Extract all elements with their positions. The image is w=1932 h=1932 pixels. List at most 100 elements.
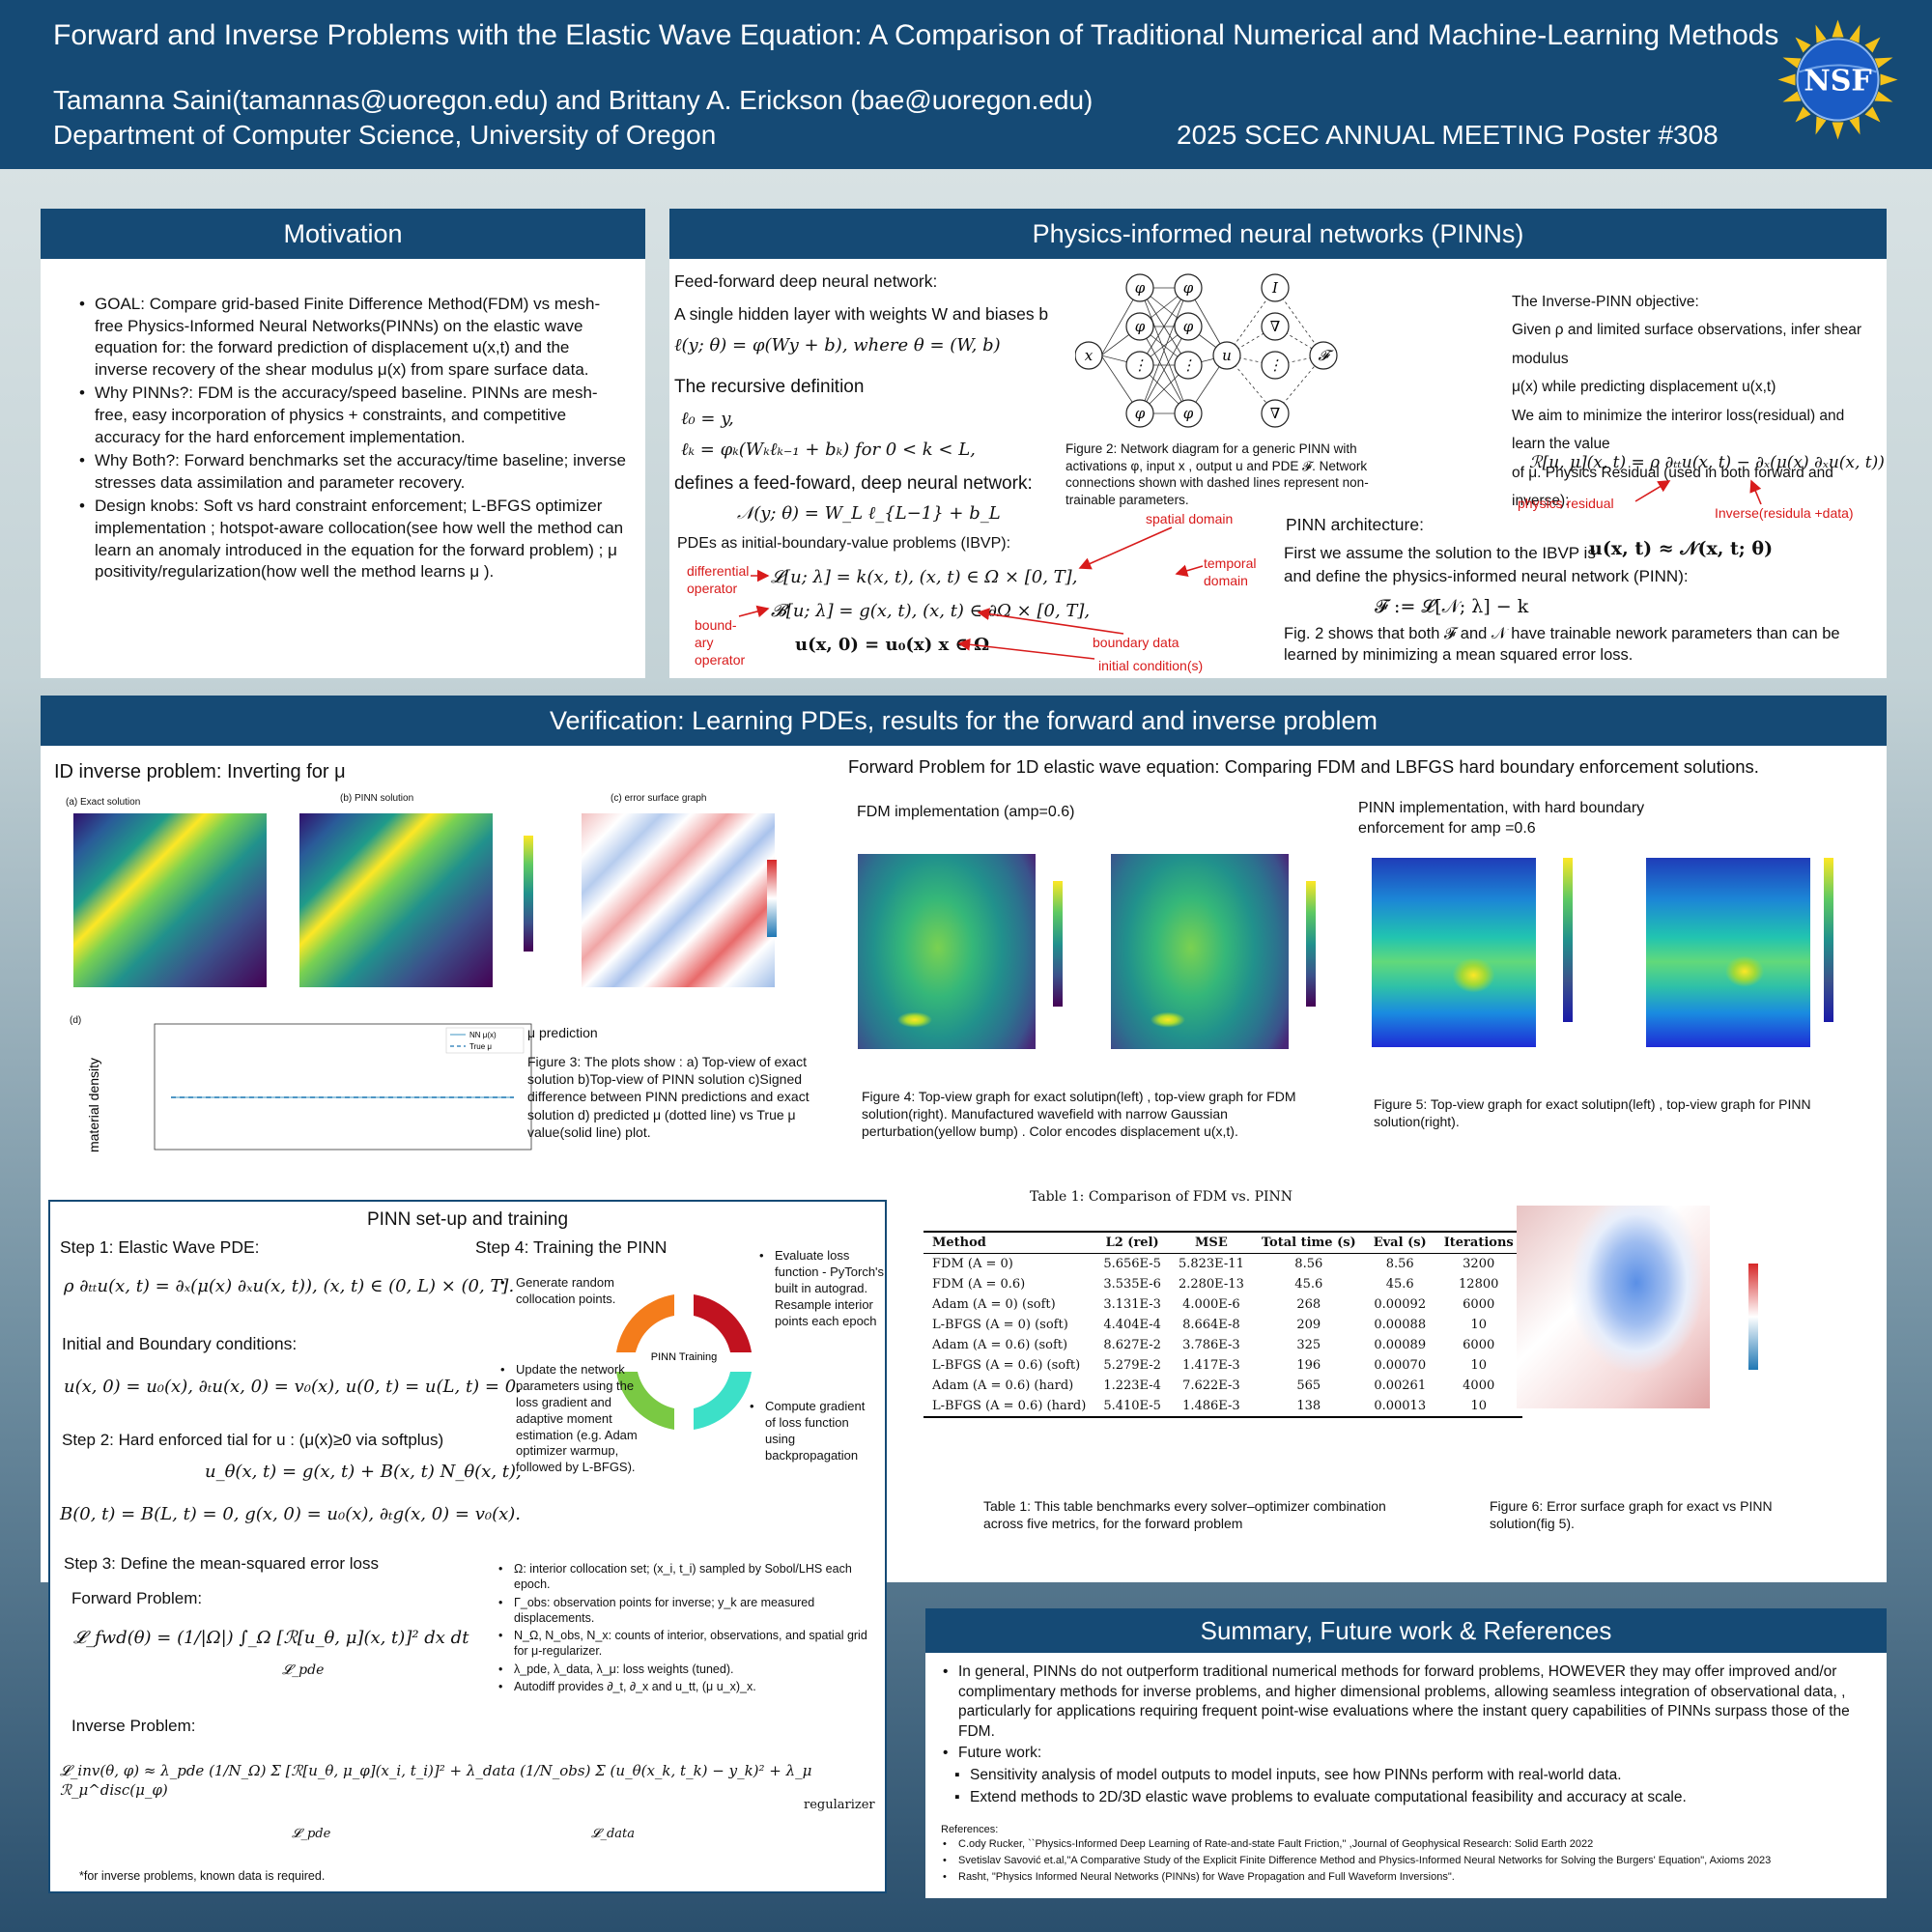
table-header-cell: Total time (s) xyxy=(1261,1236,1356,1250)
arch-assume: First we assume the solution to the IBVP… xyxy=(1284,544,1596,562)
table-cell: 1.223E-4 xyxy=(1103,1378,1161,1393)
pinn-exact-heatmap xyxy=(1372,858,1536,1047)
table-cell: 10 xyxy=(1470,1399,1487,1413)
step4: Step 4: Training the PINN xyxy=(475,1237,668,1257)
training-footnote: *for inverse problems, known data is req… xyxy=(79,1869,326,1883)
node-phi: φ xyxy=(1135,405,1146,422)
table-header-cell: MSE xyxy=(1195,1236,1228,1250)
sub-a-label: (a) Exact solution xyxy=(66,797,141,808)
inverse-title: ID inverse problem: Inverting for μ xyxy=(54,761,346,782)
eq-inv-under-pde: 𝓛_pde xyxy=(292,1827,331,1841)
eq-l0: ℓ₀ = y, xyxy=(681,409,734,429)
ibvp-heading: PDEs as initial-boundary-value problems … xyxy=(677,535,1011,552)
table-cell: 7.622E-3 xyxy=(1182,1378,1240,1393)
table-cell: 5.656E-5 xyxy=(1103,1257,1161,1271)
poster-department: Department of Computer Science, Universi… xyxy=(53,120,717,150)
error-colorbar xyxy=(767,860,777,937)
motivation-item: Why PINNs?: FDM is the accuracy/speed ba… xyxy=(77,383,626,448)
fdm-exact-heatmap xyxy=(858,854,1036,1049)
table-cell: 12800 xyxy=(1459,1277,1499,1292)
error-surface-heatmap xyxy=(582,813,775,987)
table-cell: 8.56 xyxy=(1385,1257,1414,1271)
table-row: Adam (A = 0.6) (soft) 8.627E-2 3.786E-3 325… xyxy=(923,1335,1522,1355)
table-header-row: Method L2 (rel) MSE Total time (s) Eval (s) I… xyxy=(923,1232,1522,1254)
cycle-item-evaluate: Evaluate loss function - PyTorch's built… xyxy=(757,1248,887,1331)
table-cell: 10 xyxy=(1470,1358,1487,1373)
mu-prediction-label: μ prediction xyxy=(527,1025,598,1040)
error-surface-fig6 xyxy=(1517,1206,1710,1408)
table-cell: 3.786E-3 xyxy=(1182,1338,1240,1352)
inverse-objective: The Inverse-PINN objective: Given ρ and … xyxy=(1512,294,1862,510)
arch-define: and define the physics-informed neural n… xyxy=(1284,567,1689,585)
eq-u0: u(x, 0) = u₀(x) x ∈ Ω xyxy=(795,635,990,655)
summary-body: In general, PINNs do not outperform trad… xyxy=(941,1662,1873,1809)
ann-init: initial condition(s) xyxy=(1098,658,1204,673)
ann-differential: differential operator xyxy=(687,563,750,597)
pinns-title: Physics-informed neural networks (PINNs) xyxy=(669,209,1887,259)
table-cell: 0.00088 xyxy=(1374,1318,1427,1332)
table-cell: 325 xyxy=(1296,1338,1321,1352)
mu-prediction-plot: NN μ(x) True μ material density xyxy=(86,1023,532,1152)
step2: Step 2: Hard enforced tial for u : (μ(x)… xyxy=(62,1431,444,1449)
forward-title: Forward Problem for 1D elastic wave equa… xyxy=(848,756,1759,777)
ann-boundary: bound-ary operator xyxy=(695,617,746,668)
future-item: Sensitivity analysis of model outputs to… xyxy=(952,1766,1873,1786)
table-cell: 6000 xyxy=(1463,1338,1495,1352)
table-cell: 209 xyxy=(1296,1318,1321,1332)
fig5-caption: Figure 5: Top-view graph for exact solut… xyxy=(1374,1096,1811,1130)
table-cell: 8.56 xyxy=(1294,1257,1323,1271)
table-cell: L-BFGS (A = 0.6) (hard) xyxy=(932,1399,1087,1413)
table-cell: 10 xyxy=(1470,1318,1487,1332)
ann-bdata: boundary data xyxy=(1093,635,1179,650)
table-cell: 0.00092 xyxy=(1374,1297,1427,1312)
annotation-arrows xyxy=(738,526,1204,660)
poster-title: Forward and Inverse Problems with the El… xyxy=(53,19,1779,51)
table-cell: 5.410E-5 xyxy=(1103,1399,1161,1413)
table-cell: FDM (A = 0.6) xyxy=(932,1277,1026,1292)
table-header-cell: L2 (rel) xyxy=(1105,1236,1159,1250)
table-header-cell: Eval (s) xyxy=(1373,1236,1427,1250)
ffnn-heading: Feed-forward deep neural network: xyxy=(674,271,938,291)
node-phi: φ xyxy=(1183,318,1194,335)
poster-authors: Tamanna Saini(tamannas@uoregon.edu) and … xyxy=(53,85,1094,115)
table-row: L-BFGS (A = 0) (soft) 4.404E-4 8.664E-8 209… xyxy=(923,1315,1522,1335)
fig6-colorbar xyxy=(1748,1264,1758,1370)
table-cell: 4.000E-6 xyxy=(1182,1297,1240,1312)
pinn-network-diagram: x φφ ⋮φ φφ ⋮φ u I∇ ⋮∇ 𝓕 xyxy=(1075,273,1338,428)
eq-network: 𝒩(y; θ) = W_L ℓ_{L−1} + b_L xyxy=(737,503,1001,524)
sub-c-label: (c) error surface graph xyxy=(611,793,707,804)
node-phi: φ xyxy=(1183,405,1194,422)
motivation-item: Why Both?: Forward benchmarks set the ac… xyxy=(77,450,626,494)
eq-hard-2: B(0, t) = B(L, t) = 0, g(x, 0) = u₀(x), … xyxy=(60,1504,522,1524)
table-cell: 0.00089 xyxy=(1374,1338,1427,1352)
table-cell: 45.6 xyxy=(1294,1277,1323,1292)
table-caption: Table 1: Comparison of FDM vs. PINN xyxy=(1030,1189,1293,1205)
training-title: PINN set-up and training xyxy=(366,1209,569,1230)
step3: Step 3: Define the mean-squared error lo… xyxy=(64,1554,380,1573)
table-cell: FDM (A = 0) xyxy=(932,1257,1013,1271)
table-cell: 45.6 xyxy=(1385,1277,1414,1292)
future-title: Future work: xyxy=(941,1744,1873,1764)
table-cell: 6000 xyxy=(1463,1297,1495,1312)
node-phi: φ xyxy=(1183,279,1194,297)
fig6-caption: Figure 6: Error surface graph for exact … xyxy=(1490,1498,1773,1532)
table-cell: 3.535E-6 xyxy=(1103,1277,1161,1292)
results-table: Method L2 (rel) MSE Total time (s) Eval (s) I… xyxy=(923,1231,1522,1418)
results-table-wrap: Method L2 (rel) MSE Total time (s) Eval (s) I… xyxy=(923,1231,1522,1418)
table-row: FDM (A = 0.6) 3.535E-6 2.280E-13 45.6 45.6 12… xyxy=(923,1274,1522,1294)
summary-title: Summary, Future work & References xyxy=(925,1608,1887,1653)
nsf-logo: NSF xyxy=(1777,19,1898,140)
table-cell: 3.131E-3 xyxy=(1103,1297,1161,1312)
fdm-title: FDM implementation (amp=0.6) xyxy=(857,804,1075,820)
step1: Step 1: Elastic Wave PDE: xyxy=(60,1237,260,1257)
pinn-title: PINN implementation, with hard boundary … xyxy=(1358,800,1645,838)
arch-note: Fig. 2 shows that both 𝓕 and 𝒩 have trai… xyxy=(1284,625,1840,664)
pinn-colorbar xyxy=(1824,858,1833,1022)
defines-text: defines a feed-foward, deep neural netwo… xyxy=(674,473,1033,494)
eq-lk: ℓₖ = φₖ(Wₖℓₖ₋₁ + bₖ) for 0 < k < L, xyxy=(681,440,976,460)
table-header-cell: Iterations xyxy=(1443,1236,1514,1250)
motivation-item: Design knobs: Soft vs hard constraint en… xyxy=(77,496,626,582)
node-dots: ⋮ xyxy=(1133,356,1148,374)
table-cell: Adam (A = 0.6) (hard) xyxy=(932,1378,1074,1393)
training-notes: Ω: interior collocation set; (x_i, t_i) … xyxy=(497,1561,883,1696)
